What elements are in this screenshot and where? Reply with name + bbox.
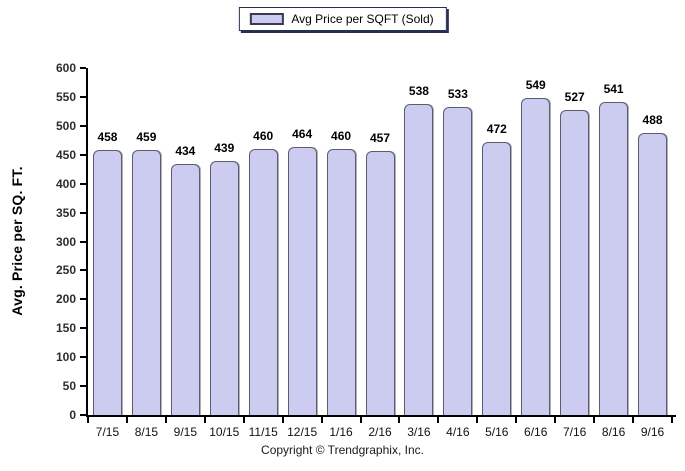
y-tick-mark bbox=[80, 356, 86, 359]
x-axis-label: 11/15 bbox=[248, 425, 278, 439]
plot-area: 0 50 100 150 200 250 300 350 400 450 500 550 600 458… bbox=[56, 61, 676, 439]
bar-value-label: 472 bbox=[486, 122, 507, 137]
bar-value-label: 541 bbox=[603, 82, 624, 97]
legend-label: Avg Price per SQFT (Sold) bbox=[291, 12, 434, 26]
y-tick-label: 600 bbox=[55, 61, 76, 75]
y-tick-mark bbox=[80, 385, 86, 388]
x-axis-label: 9/16 bbox=[640, 425, 665, 439]
x-axis-label: 10/15 bbox=[209, 425, 240, 439]
x-tick-mark bbox=[554, 417, 557, 423]
x-axis-label: 7/15 bbox=[95, 425, 120, 439]
bar-value-label: 533 bbox=[447, 86, 468, 101]
x-axis-label: 12/15 bbox=[287, 425, 318, 439]
copyright-text: Copyright © Trendgraphix, Inc. bbox=[261, 443, 424, 457]
y-tick-mark bbox=[80, 240, 86, 243]
bar-value-label: 460 bbox=[253, 128, 274, 143]
bar bbox=[209, 161, 239, 415]
x-axis-label: 2/16 bbox=[368, 425, 392, 439]
bar bbox=[170, 164, 200, 415]
legend: Avg Price per SQFT (Sold) bbox=[238, 7, 447, 31]
bar bbox=[287, 146, 317, 415]
x-tick-mark bbox=[359, 417, 362, 423]
x-tick-mark bbox=[671, 417, 673, 423]
bar-value-label: 538 bbox=[408, 83, 429, 98]
x-tick-mark bbox=[632, 417, 635, 423]
x-axis-label: 8/15 bbox=[134, 425, 159, 439]
bar-value-label: 488 bbox=[642, 112, 663, 127]
y-tick-label: 250 bbox=[55, 263, 76, 278]
x-axis-label: 6/16 bbox=[524, 425, 548, 439]
y-axis-line bbox=[86, 68, 88, 417]
y-tick-mark bbox=[80, 414, 86, 416]
x-tick-mark bbox=[515, 417, 518, 423]
y-tick-mark bbox=[80, 95, 86, 98]
bar bbox=[521, 97, 551, 415]
y-tick-label: 150 bbox=[55, 321, 76, 336]
x-axis-label: 7/16 bbox=[562, 425, 587, 439]
x-tick-mark bbox=[87, 417, 89, 423]
bar-value-label: 464 bbox=[292, 126, 313, 141]
y-tick-mark bbox=[80, 182, 86, 185]
bar bbox=[560, 110, 590, 415]
bar bbox=[131, 149, 161, 415]
x-axis-label: 9/15 bbox=[173, 425, 197, 439]
y-tick-mark bbox=[80, 269, 86, 272]
y-tick-mark bbox=[80, 153, 86, 156]
y-tick-label: 300 bbox=[55, 234, 76, 249]
y-tick-label: 350 bbox=[55, 205, 76, 220]
y-tick-label: 0 bbox=[69, 408, 76, 422]
y-tick-label: 500 bbox=[55, 118, 76, 133]
x-axis-label: 4/16 bbox=[446, 425, 470, 439]
bar bbox=[248, 148, 278, 415]
x-axis-label: 1/16 bbox=[329, 425, 353, 439]
x-tick-mark bbox=[164, 417, 167, 423]
bar-value-label: 460 bbox=[331, 128, 352, 143]
x-tick-mark bbox=[203, 417, 206, 423]
bar bbox=[599, 102, 629, 415]
bar-value-label: 434 bbox=[175, 144, 196, 159]
y-tick-label: 100 bbox=[55, 350, 76, 365]
bar-value-label: 459 bbox=[136, 129, 157, 144]
x-tick-mark bbox=[281, 417, 284, 423]
x-tick-mark bbox=[398, 417, 401, 423]
y-tick-label: 450 bbox=[55, 147, 76, 162]
x-tick-mark bbox=[476, 417, 479, 423]
bar bbox=[326, 148, 356, 415]
bar-value-label: 457 bbox=[369, 130, 391, 145]
bar-value-label: 458 bbox=[97, 130, 118, 145]
bar-value-label: 439 bbox=[214, 141, 235, 156]
x-axis-label: 5/16 bbox=[485, 425, 509, 439]
bar bbox=[638, 132, 668, 415]
x-tick-mark bbox=[125, 417, 128, 423]
y-tick-label: 50 bbox=[62, 379, 76, 394]
y-tick-label: 550 bbox=[55, 89, 76, 104]
x-tick-mark bbox=[593, 417, 596, 423]
x-tick-mark bbox=[242, 417, 245, 423]
y-tick-mark bbox=[80, 124, 86, 127]
y-tick-mark bbox=[80, 67, 86, 69]
y-tick-mark bbox=[80, 211, 86, 214]
y-tick-label: 200 bbox=[55, 292, 76, 307]
y-tick-mark bbox=[80, 327, 86, 330]
x-tick-mark bbox=[320, 417, 323, 423]
y-axis-title: Avg. Price per SQ. FT. bbox=[9, 166, 25, 316]
bar bbox=[404, 103, 434, 415]
bar bbox=[443, 106, 473, 415]
bar-value-label: 527 bbox=[564, 90, 585, 105]
bar-value-label: 549 bbox=[525, 77, 546, 92]
x-axis-line bbox=[86, 415, 676, 417]
bar bbox=[92, 150, 122, 415]
legend-swatch-icon bbox=[249, 13, 284, 25]
x-axis-label: 3/16 bbox=[407, 425, 431, 439]
x-axis-label: 8/16 bbox=[601, 425, 626, 439]
y-tick-mark bbox=[80, 298, 86, 301]
x-tick-mark bbox=[437, 417, 440, 423]
y-tick-label: 400 bbox=[55, 176, 76, 191]
bar bbox=[482, 142, 512, 415]
bar bbox=[365, 150, 395, 415]
